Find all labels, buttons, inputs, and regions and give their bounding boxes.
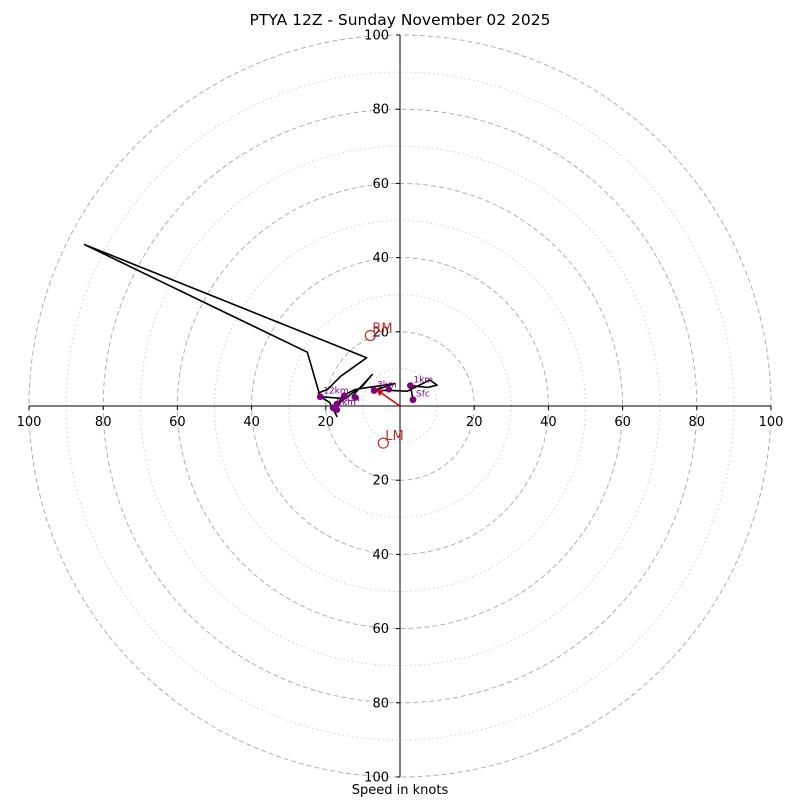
- height-marker-3km: [370, 387, 378, 394]
- height-label-9km: 9km: [336, 398, 356, 408]
- storm-marker-lm: [377, 437, 389, 449]
- x-tick-label: 80: [95, 415, 112, 430]
- y-tick-label: 60: [372, 177, 389, 192]
- height-marker-1km: [406, 382, 414, 389]
- y-tick-label: 40: [372, 251, 389, 266]
- x-tick-label: 100: [17, 415, 42, 430]
- height-marker-9km: [329, 404, 337, 412]
- y-tick-label: 20: [372, 474, 389, 489]
- y-tick-label: 20: [372, 325, 389, 340]
- y-tick-label: 60: [372, 622, 389, 637]
- y-tick-label: 80: [372, 696, 389, 711]
- x-tick-label: 100: [759, 415, 784, 430]
- tick-labels: 100 80 60 40 20 20 40 60 80 100 100 80 60 40 20 20 40 60 8…: [17, 29, 784, 786]
- storm-label-lm: LM: [385, 429, 403, 444]
- mean-wind-arrowhead: [375, 389, 384, 397]
- profile-point: [352, 394, 359, 401]
- x-tick-label: 40: [243, 415, 260, 430]
- height-label-sfc: Sfc: [416, 390, 430, 400]
- height-marker-sfc: [409, 396, 417, 404]
- height-label-6km: 6km: [340, 394, 360, 404]
- y-tick-label: 80: [372, 103, 389, 118]
- y-tick-label: 100: [364, 771, 389, 786]
- height-label-12km: 12km: [323, 387, 348, 397]
- y-tick-label: 100: [364, 29, 389, 44]
- x-tick-label: 60: [169, 415, 186, 430]
- height-marker-12km: [316, 393, 324, 401]
- storm-motion: RM LM: [364, 322, 404, 449]
- storm-label-rm: RM: [372, 322, 392, 337]
- storm-marker-rm: [364, 329, 376, 342]
- chart-title: PTYA 12Z - Sunday November 02 2025: [249, 11, 551, 29]
- x-tick-label: 80: [689, 415, 706, 430]
- profile-point: [341, 392, 348, 399]
- profile-point: [385, 386, 393, 393]
- y-tick-label: 40: [372, 548, 389, 563]
- x-tick-label: 60: [614, 415, 631, 430]
- x-axis-label: Speed in knots: [351, 783, 449, 798]
- x-tick-label: 20: [318, 415, 335, 430]
- x-tick-label: 20: [466, 415, 483, 430]
- height-label-1km: 1km: [413, 376, 433, 386]
- x-tick-label: 40: [540, 415, 557, 430]
- height-label-3km: 3km: [377, 380, 397, 390]
